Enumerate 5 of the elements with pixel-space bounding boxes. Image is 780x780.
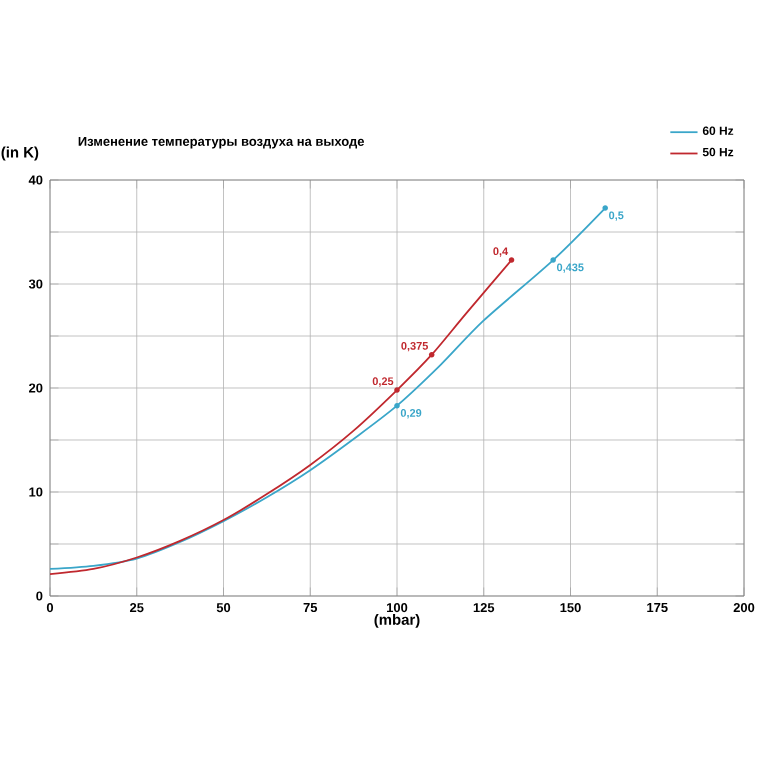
line-series bbox=[50, 257, 515, 576]
point bbox=[428, 351, 435, 358]
line-series bbox=[50, 205, 608, 570]
point bbox=[394, 387, 400, 393]
point bbox=[508, 257, 515, 263]
